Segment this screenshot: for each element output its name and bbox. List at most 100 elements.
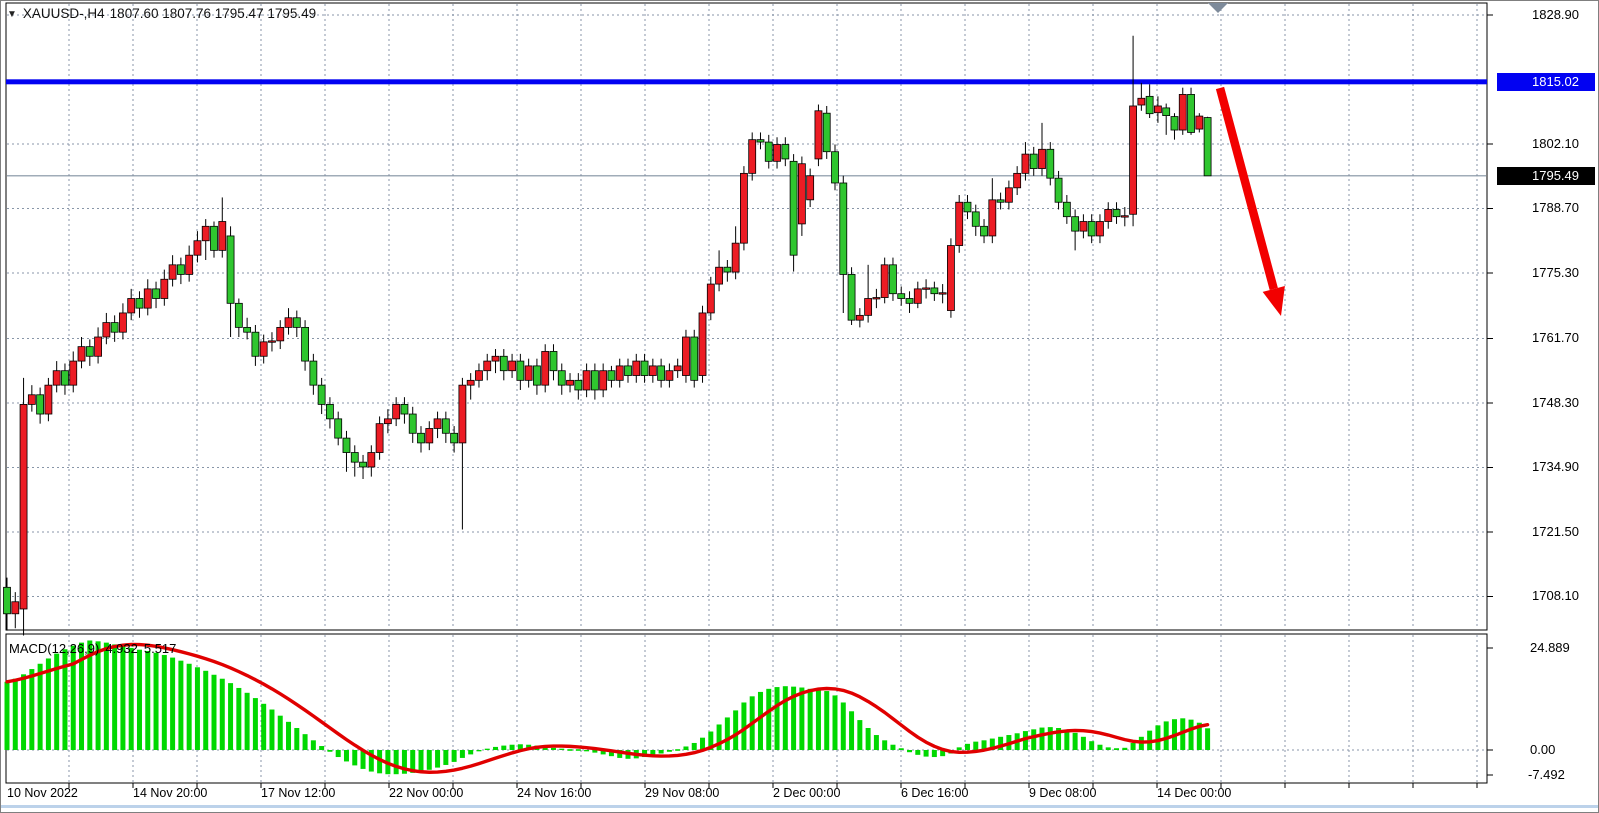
- candle-body: [1046, 148, 1055, 179]
- macd-bar: [228, 683, 234, 750]
- macd-bar: [666, 750, 672, 752]
- price-tick-label: 1734.90: [1532, 459, 1579, 475]
- macd-bar: [45, 658, 51, 750]
- time-tick-label: 6 Dec 16:00: [901, 786, 969, 800]
- macd-bar: [269, 709, 275, 750]
- candle-body: [864, 298, 873, 316]
- candle-body: [77, 346, 86, 362]
- macd-bar: [435, 750, 441, 768]
- macd-bar: [310, 740, 316, 750]
- macd-bar: [377, 750, 383, 774]
- macd-bar: [476, 750, 482, 752]
- candle-body: [309, 360, 318, 386]
- candle-body: [36, 394, 45, 415]
- price-tick-label: 1775.30: [1532, 264, 1579, 280]
- candle-body: [383, 418, 392, 425]
- candle-body: [897, 293, 906, 299]
- macd-bar: [658, 750, 664, 754]
- macd-bar: [21, 674, 27, 750]
- macd-bar: [1105, 747, 1111, 750]
- candle-body: [1137, 97, 1146, 106]
- candle-body: [301, 326, 309, 362]
- macd-scale-max: 24.889: [1530, 640, 1570, 655]
- macd-bar: [252, 698, 258, 750]
- macd-scale-min: -7.492: [1528, 767, 1565, 782]
- macd-bar: [170, 657, 176, 750]
- time-tick-label: 17 Nov 12:00: [261, 786, 336, 800]
- macd-bar: [1031, 729, 1037, 750]
- macd-bar: [418, 750, 424, 772]
- macd-bar: [352, 750, 358, 766]
- price-tick-label: 1761.70: [1532, 330, 1579, 346]
- candle-body: [234, 302, 243, 328]
- resistance-line[interactable]: [6, 79, 1487, 85]
- candle-body: [533, 365, 541, 386]
- macd-bar: [1155, 725, 1161, 750]
- macd-bar: [70, 645, 76, 750]
- time-tick-label: 29 Nov 08:00: [645, 786, 720, 800]
- macd-bar: [145, 651, 151, 750]
- candle-body: [624, 365, 632, 376]
- candle-body: [773, 144, 781, 162]
- macd-bar: [608, 750, 614, 757]
- candle-body: [342, 437, 351, 453]
- macd-bar: [617, 750, 623, 758]
- macd-bar: [956, 747, 962, 750]
- candle-body: [1087, 221, 1096, 237]
- candle-body: [872, 297, 881, 300]
- candle-body: [582, 370, 591, 391]
- candle-body: [1112, 209, 1121, 218]
- time-tick-label: 10 Nov 2022: [7, 786, 78, 800]
- macd-bar: [178, 660, 184, 750]
- candle-body: [831, 151, 839, 184]
- symbol-dropdown-icon[interactable]: ▼: [7, 9, 17, 20]
- macd-bar: [261, 703, 267, 750]
- macd-bar: [319, 746, 325, 750]
- candle-body: [706, 283, 715, 314]
- macd-bar: [459, 750, 465, 758]
- ohlc-values: 1807.60 1807.76 1795.47 1795.49: [109, 6, 317, 21]
- candle-body: [334, 418, 343, 439]
- candle-body: [259, 341, 268, 357]
- macd-bar: [559, 748, 565, 750]
- candle-body: [359, 461, 367, 468]
- sell-arrow[interactable]: [1215, 86, 1285, 316]
- candle-body: [723, 266, 732, 273]
- candle-body: [433, 418, 442, 429]
- macd-bar: [103, 642, 109, 750]
- macd-bar: [964, 743, 970, 750]
- macd-bar: [873, 735, 879, 750]
- macd-bar: [1080, 736, 1086, 750]
- candle-body: [797, 163, 806, 225]
- candle-body: [69, 360, 78, 386]
- candle-body: [1203, 117, 1212, 177]
- candle-body: [52, 370, 61, 386]
- candle-body: [152, 288, 160, 299]
- candle-body: [251, 331, 260, 357]
- candle-body: [226, 235, 235, 304]
- macd-bar: [791, 686, 797, 750]
- candle-body: [1062, 201, 1071, 218]
- macd-bar: [998, 736, 1004, 750]
- chart-shift-marker-icon[interactable]: [1208, 3, 1228, 13]
- candle-body: [665, 370, 674, 381]
- candle-body: [938, 292, 947, 295]
- macd-bar: [824, 691, 830, 750]
- macd-signal-value: 5.517: [143, 641, 177, 656]
- macd-bar: [691, 742, 697, 750]
- macd-bar: [153, 652, 159, 750]
- macd-bar: [244, 692, 250, 750]
- window-bottom-edge: [1, 805, 1598, 808]
- candle-body: [168, 264, 177, 280]
- candle-body: [61, 370, 69, 386]
- macd-bar: [683, 746, 689, 750]
- candle-body: [44, 384, 53, 415]
- macd-bar: [550, 747, 556, 750]
- macd-bar: [1097, 744, 1103, 750]
- candle-body: [640, 360, 649, 376]
- macd-bar: [807, 688, 813, 750]
- candle-body: [715, 266, 723, 285]
- macd-bar: [161, 654, 167, 750]
- macd-bar: [1056, 728, 1062, 750]
